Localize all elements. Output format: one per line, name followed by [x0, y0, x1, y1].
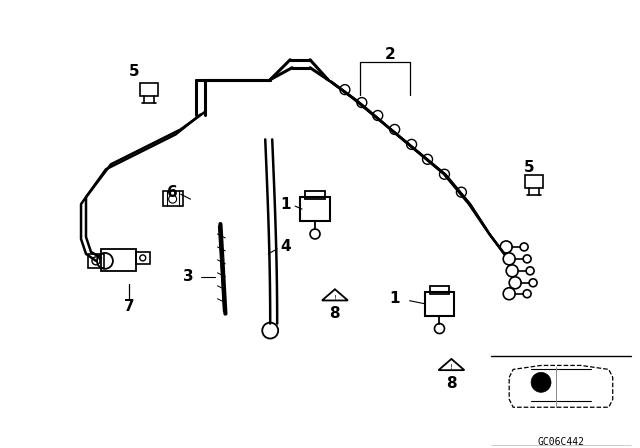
- Text: 3: 3: [183, 269, 194, 284]
- Text: 1: 1: [389, 291, 400, 306]
- Bar: [300, 197, 330, 221]
- Bar: [424, 292, 454, 316]
- Text: 6: 6: [167, 185, 178, 200]
- Bar: [525, 175, 543, 188]
- Text: 4: 4: [280, 239, 291, 254]
- Bar: [305, 191, 325, 199]
- Text: 8: 8: [330, 306, 340, 321]
- Text: 8: 8: [446, 376, 457, 391]
- Bar: [163, 191, 182, 206]
- Bar: [429, 286, 449, 294]
- Bar: [101, 249, 136, 271]
- Text: 1: 1: [280, 197, 291, 211]
- Text: !: !: [333, 295, 337, 301]
- Text: 5: 5: [129, 64, 139, 79]
- Text: 2: 2: [385, 47, 395, 62]
- Bar: [140, 82, 157, 95]
- Bar: [136, 252, 150, 264]
- Bar: [88, 254, 104, 268]
- Text: !: !: [450, 364, 453, 370]
- Text: 7: 7: [124, 299, 134, 314]
- Text: 5: 5: [524, 160, 534, 175]
- Text: GC06C442: GC06C442: [538, 437, 584, 447]
- Circle shape: [531, 372, 551, 392]
